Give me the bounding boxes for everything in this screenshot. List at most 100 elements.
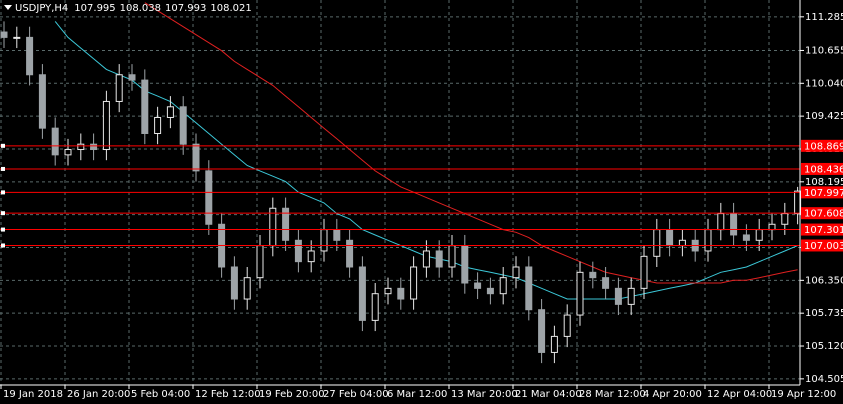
x-tick-label: 12 Feb 12:00 — [195, 389, 261, 400]
candle-body — [294, 239, 302, 263]
candle-body — [26, 36, 34, 76]
price-level-label: 107.608 — [804, 209, 843, 220]
candle-body — [320, 229, 328, 252]
header-open: 107.995 — [74, 3, 115, 14]
moving-average-line — [144, 2, 798, 284]
y-tick-label: 104.505 — [805, 374, 843, 385]
y-tick-label: 110.040 — [805, 78, 843, 89]
candle-body — [90, 143, 98, 151]
price-level-tag — [801, 139, 843, 152]
price-level-label: 107.997 — [804, 188, 843, 199]
symbol-title: USDJPY,H4 — [15, 3, 68, 14]
x-tick-label: 21 Mar 04:00 — [515, 389, 582, 400]
marks-layer — [0, 21, 802, 364]
price-level-tag — [801, 186, 843, 199]
candle-body — [128, 74, 136, 81]
header-low: 107.993 — [165, 3, 206, 14]
candle-body — [384, 287, 392, 295]
candle-body — [371, 293, 379, 321]
y-tick-label: 109.425 — [805, 111, 843, 122]
price-level-label: 107.301 — [804, 225, 843, 236]
candle-body — [422, 250, 430, 268]
candle-body — [781, 213, 789, 225]
x-tick-label: 19 Feb 20:00 — [259, 389, 325, 400]
candle-body — [230, 266, 238, 300]
price-level-handle[interactable] — [1, 190, 5, 195]
price-level-handle[interactable] — [1, 143, 5, 148]
candle-body — [550, 335, 558, 353]
candle-body — [256, 245, 264, 279]
overlay-layer — [0, 143, 800, 248]
candle-body — [704, 229, 712, 252]
candle-body — [512, 266, 520, 279]
candle-body — [474, 282, 482, 289]
candle-body — [538, 309, 546, 353]
candle-body — [141, 79, 149, 134]
candle-body — [346, 239, 354, 268]
candle-body — [499, 277, 507, 295]
candle-body — [154, 116, 162, 134]
candle-body — [205, 170, 213, 225]
candle-body — [115, 74, 123, 102]
x-tick-label: 28 Mar 12:00 — [579, 389, 646, 400]
price-level-label: 108.869 — [804, 141, 843, 152]
price-level-handle[interactable] — [1, 227, 5, 232]
candle-body — [307, 250, 315, 263]
candle-body — [269, 207, 277, 247]
candle-body — [448, 245, 456, 268]
candle-body — [678, 239, 686, 247]
candle-body — [563, 314, 571, 337]
candle-body — [166, 106, 174, 118]
y-tick-label: 105.735 — [805, 308, 843, 319]
candle-body — [102, 100, 110, 151]
y-tick-label: 108.195 — [805, 177, 843, 188]
y-tick-label: 105.120 — [805, 341, 843, 352]
x-tick-label: 5 Feb 04:00 — [131, 389, 190, 400]
y-tick-label: 106.350 — [805, 275, 843, 286]
price-level-label: 108.436 — [804, 164, 843, 175]
candle-body — [179, 106, 187, 145]
price-level-handle[interactable] — [1, 243, 5, 248]
y-tick-label: 110.655 — [805, 45, 843, 56]
x-tick-label: 13 Mar 20:00 — [451, 389, 518, 400]
candle-body — [576, 271, 584, 316]
candle-body — [282, 207, 290, 241]
candle-body — [755, 229, 763, 241]
x-tick-label: 4 Apr 20:00 — [643, 389, 702, 400]
candle-body — [77, 143, 85, 151]
candle-body — [525, 266, 533, 311]
price-level-tag — [801, 162, 843, 175]
candle-body — [461, 245, 469, 284]
chart-header: USDJPY,H4 107.995 108.038 107.993 108.021 — [15, 3, 252, 14]
y-tick-label: 111.285 — [805, 12, 843, 23]
candle-body — [397, 287, 405, 300]
candle-body — [717, 213, 725, 231]
candle-body — [730, 213, 738, 236]
x-tick-label: 6 Mar 12:00 — [387, 389, 447, 400]
candle-body — [435, 250, 443, 268]
candle-body — [410, 266, 418, 300]
x-tick-label: 12 Apr 04:00 — [707, 389, 772, 400]
price-level-tag — [801, 239, 843, 252]
candle-body — [666, 229, 674, 247]
candle-body — [192, 143, 200, 172]
candle-body — [243, 277, 251, 300]
price-level-handle[interactable] — [1, 166, 5, 171]
symbol-menu-icon[interactable] — [4, 5, 12, 10]
price-level-label: 107.003 — [804, 241, 843, 252]
candle-body — [653, 229, 661, 257]
candle-body — [742, 234, 750, 241]
candle-body — [640, 255, 648, 289]
candle-body — [614, 287, 622, 305]
candle-body — [768, 223, 776, 231]
candle-body — [589, 271, 597, 279]
x-tick-label: 27 Feb 04:00 — [323, 389, 389, 400]
x-tick-label: 26 Jan 20:00 — [67, 389, 130, 400]
candle-body — [602, 277, 610, 289]
candle-body — [0, 31, 8, 38]
candle-body — [627, 287, 635, 305]
price-level-handle[interactable] — [1, 211, 5, 216]
candle-body — [13, 36, 21, 39]
